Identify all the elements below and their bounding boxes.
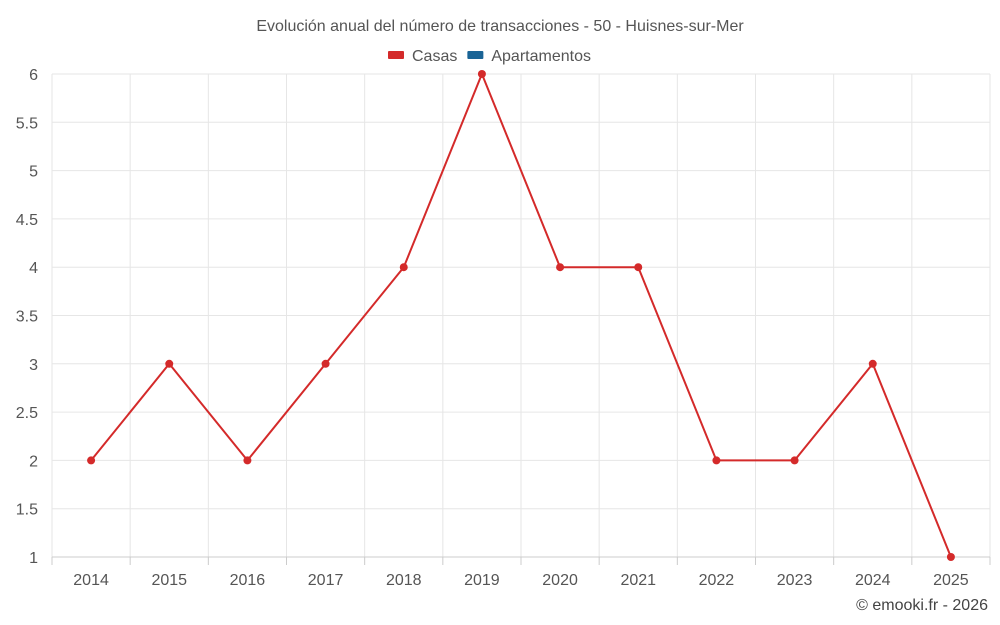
grid	[51, 73, 991, 558]
y-tick-label: 6	[29, 67, 38, 84]
data-point[interactable]	[634, 263, 643, 272]
data-point[interactable]	[399, 263, 408, 272]
legend-label: Casas	[412, 48, 457, 65]
series	[87, 70, 955, 561]
x-axis: 2014 2015 2016 2017 2018 2019 2020 2021 2022 2023…	[51, 556, 991, 589]
data-point[interactable]	[243, 456, 252, 465]
y-tick-label: 5	[29, 164, 38, 181]
legend-item-apartamentos[interactable]: Apartamentos	[467, 48, 591, 65]
y-axis: 1 1.5 2 2.5 3 3.5 4 4.5 5 5.5 6	[16, 67, 38, 567]
x-tick-label: 2014	[73, 572, 109, 589]
data-point[interactable]	[790, 456, 799, 465]
x-tick-label: 2018	[386, 572, 422, 589]
data-point[interactable]	[712, 456, 721, 465]
x-tick-label: 2015	[151, 572, 187, 589]
x-tick-label: 2022	[699, 572, 735, 589]
x-tick-label: 2019	[464, 572, 500, 589]
y-tick-label: 2	[29, 453, 38, 470]
data-point[interactable]	[87, 456, 96, 465]
legend-swatch	[467, 51, 484, 59]
x-tick-label: 2025	[933, 572, 969, 589]
y-tick-label: 3.5	[16, 309, 38, 326]
data-point[interactable]	[477, 70, 486, 78]
data-point[interactable]	[946, 553, 955, 561]
x-tick-label: 2017	[308, 572, 344, 589]
x-tick-label: 2023	[777, 572, 813, 589]
legend: Casas Apartamentos	[388, 48, 591, 65]
legend-label: Apartamentos	[491, 48, 591, 65]
x-tick-label: 2021	[620, 572, 656, 589]
y-tick-label: 1.5	[16, 502, 38, 519]
x-tick-label: 2024	[855, 572, 891, 589]
data-point[interactable]	[556, 263, 565, 272]
y-tick-label: 3	[29, 357, 38, 374]
y-tick-label: 1	[29, 550, 38, 567]
y-tick-label: 2.5	[16, 405, 38, 422]
y-tick-label: 4.5	[16, 212, 38, 229]
data-point[interactable]	[165, 359, 174, 368]
data-point[interactable]	[321, 359, 330, 368]
y-tick-label: 4	[29, 260, 38, 277]
chart-title: Evolución anual del número de transaccio…	[256, 18, 744, 35]
y-tick-label: 5.5	[16, 115, 38, 132]
data-point[interactable]	[868, 359, 877, 368]
x-tick-label: 2016	[230, 572, 266, 589]
series-line-casas	[90, 73, 952, 558]
credit-text: © emooki.fr - 2026	[856, 597, 988, 614]
legend-item-casas[interactable]: Casas	[388, 48, 457, 65]
legend-swatch	[388, 51, 404, 59]
x-tick-label: 2020	[542, 572, 578, 589]
